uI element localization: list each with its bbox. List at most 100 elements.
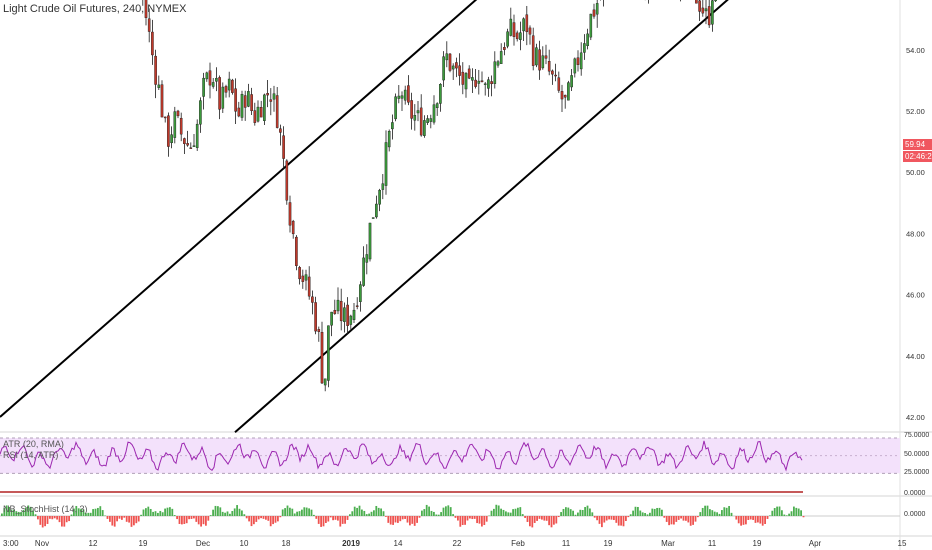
- candle-up: [477, 80, 481, 84]
- hist-bar-down: [385, 516, 387, 517]
- hist-bar-down: [190, 516, 193, 519]
- candle-up: [397, 95, 401, 99]
- hist-bar-down: [337, 516, 339, 521]
- hist-bar-down: [673, 516, 675, 525]
- hist-bar-up: [361, 509, 363, 516]
- candle-down: [224, 86, 228, 93]
- x-tick-label: Mar: [661, 539, 675, 548]
- hist-bar-up: [656, 507, 658, 516]
- hist-bar-down: [466, 516, 469, 521]
- candle-down: [243, 95, 247, 108]
- hist-bar-down: [121, 516, 123, 520]
- hist-bar-down: [176, 516, 178, 520]
- candle-down: [544, 55, 548, 59]
- hist-bar-up: [221, 511, 224, 516]
- hist-bar-up: [80, 508, 82, 516]
- hist-bar-down: [553, 516, 555, 525]
- candle-up: [583, 43, 586, 53]
- hist-bar-up: [301, 509, 303, 516]
- hist-bar-up: [514, 508, 517, 516]
- hist-bar-up: [351, 511, 354, 516]
- hist-bar-up: [586, 505, 589, 516]
- hist-bar-down: [185, 516, 188, 524]
- candle-up: [451, 65, 455, 70]
- hist-bar-up: [421, 510, 423, 516]
- hist-bar-up: [730, 512, 733, 516]
- atr-tick-50: 50.0000: [904, 451, 930, 458]
- candle-down: [474, 79, 477, 87]
- hist-bar-down: [752, 516, 754, 520]
- hist-bar-up: [157, 512, 159, 516]
- stoch-panel-label: NB_StochHist (14, 3): [3, 504, 88, 514]
- candle-up: [221, 86, 225, 109]
- x-tick-label: 11: [708, 539, 717, 548]
- hist-bar-up: [718, 513, 721, 516]
- candle-up: [352, 309, 356, 320]
- hist-bar-down: [401, 516, 404, 520]
- candle-down: [231, 79, 234, 93]
- hist-bar-up: [560, 512, 562, 516]
- hist-bar-down: [269, 516, 272, 527]
- candle-up: [327, 325, 330, 381]
- hist-bar-down: [617, 516, 620, 526]
- hist-bar-down: [622, 516, 625, 527]
- candle-up: [442, 56, 445, 81]
- candle-up: [535, 47, 538, 66]
- candle-up: [573, 58, 577, 74]
- candle-down: [407, 85, 410, 103]
- candle-down: [285, 160, 289, 201]
- hist-bar-down: [680, 516, 682, 519]
- hist-bar-down: [118, 516, 121, 519]
- hist-bar-down: [37, 516, 39, 520]
- countdown-tag: 02:46:29: [903, 151, 932, 162]
- hist-bar-down: [689, 516, 692, 526]
- y-tick-label: 48.00: [906, 229, 925, 238]
- hist-bar-up: [145, 508, 147, 516]
- hist-bar-down: [457, 516, 459, 521]
- candle-down: [208, 70, 212, 86]
- hist-bar-up: [423, 509, 426, 516]
- hist-bar-up: [368, 513, 370, 516]
- hist-bar-up: [706, 505, 709, 516]
- candle-down: [266, 93, 269, 96]
- candle-down: [592, 9, 596, 17]
- candle-up: [378, 189, 381, 205]
- hist-bar-down: [202, 516, 205, 525]
- hist-bar-up: [785, 515, 788, 516]
- candle-up: [173, 111, 177, 138]
- candle-up: [499, 51, 503, 64]
- x-tick-label: 11: [562, 539, 571, 548]
- hist-bar-up: [569, 509, 572, 516]
- hist-bar-down: [197, 516, 200, 525]
- hist-bar-up: [75, 505, 78, 516]
- candle-down: [576, 57, 580, 65]
- hist-bar-up: [296, 511, 298, 516]
- hist-bar-up: [298, 511, 301, 516]
- hist-bar-up: [94, 508, 97, 516]
- hist-bar-down: [416, 516, 418, 523]
- candle-up: [429, 118, 433, 122]
- hist-bar-up: [25, 507, 27, 516]
- hist-bar-up: [509, 512, 512, 516]
- hist-bar-down: [802, 516, 805, 518]
- hist-bar-down: [277, 516, 279, 522]
- hist-bar-down: [183, 516, 186, 524]
- hist-bar-down: [68, 516, 70, 522]
- x-tick-label: 2019: [342, 539, 360, 548]
- hist-bar-down: [399, 516, 402, 522]
- hist-bar-up: [591, 512, 594, 516]
- candle-down: [554, 74, 557, 77]
- hist-bar-up: [788, 513, 790, 516]
- hist-bar-down: [737, 516, 740, 524]
- candle-down: [333, 310, 337, 314]
- candle-down: [154, 55, 157, 85]
- candle-down: [448, 53, 452, 71]
- hist-bar-up: [437, 514, 440, 516]
- hist-bar-up: [29, 506, 32, 516]
- candle-down: [551, 70, 554, 75]
- x-tick-label: Feb: [511, 539, 525, 548]
- candle-down: [189, 147, 193, 149]
- candle-up: [384, 142, 388, 186]
- candle-down: [458, 65, 461, 76]
